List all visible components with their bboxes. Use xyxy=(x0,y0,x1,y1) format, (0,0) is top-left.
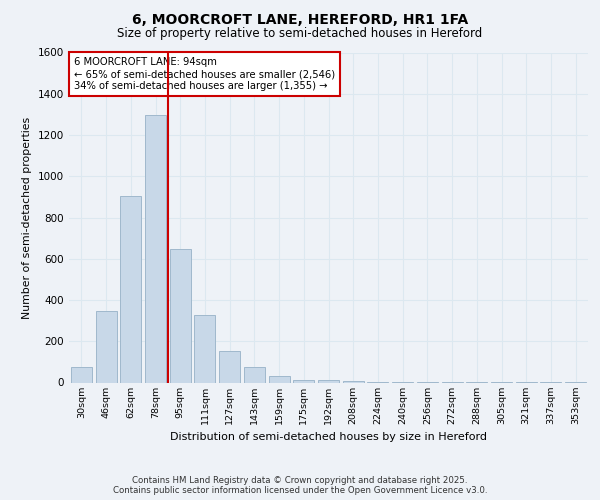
Bar xyxy=(145,116,166,382)
Text: Contains HM Land Registry data © Crown copyright and database right 2025.
Contai: Contains HM Land Registry data © Crown c… xyxy=(113,476,487,495)
Bar xyxy=(244,367,265,382)
Bar xyxy=(170,250,191,382)
Bar xyxy=(194,316,215,382)
Bar xyxy=(318,380,339,382)
Bar xyxy=(95,312,116,382)
Bar xyxy=(219,350,240,382)
X-axis label: Distribution of semi-detached houses by size in Hereford: Distribution of semi-detached houses by … xyxy=(170,432,487,442)
Text: Size of property relative to semi-detached houses in Hereford: Size of property relative to semi-detach… xyxy=(118,28,482,40)
Bar xyxy=(120,196,141,382)
Bar xyxy=(269,376,290,382)
Y-axis label: Number of semi-detached properties: Number of semi-detached properties xyxy=(22,116,32,318)
Bar xyxy=(293,380,314,382)
Bar xyxy=(71,367,92,382)
Text: 6 MOORCROFT LANE: 94sqm
← 65% of semi-detached houses are smaller (2,546)
34% of: 6 MOORCROFT LANE: 94sqm ← 65% of semi-de… xyxy=(74,58,335,90)
Text: 6, MOORCROFT LANE, HEREFORD, HR1 1FA: 6, MOORCROFT LANE, HEREFORD, HR1 1FA xyxy=(132,12,468,26)
